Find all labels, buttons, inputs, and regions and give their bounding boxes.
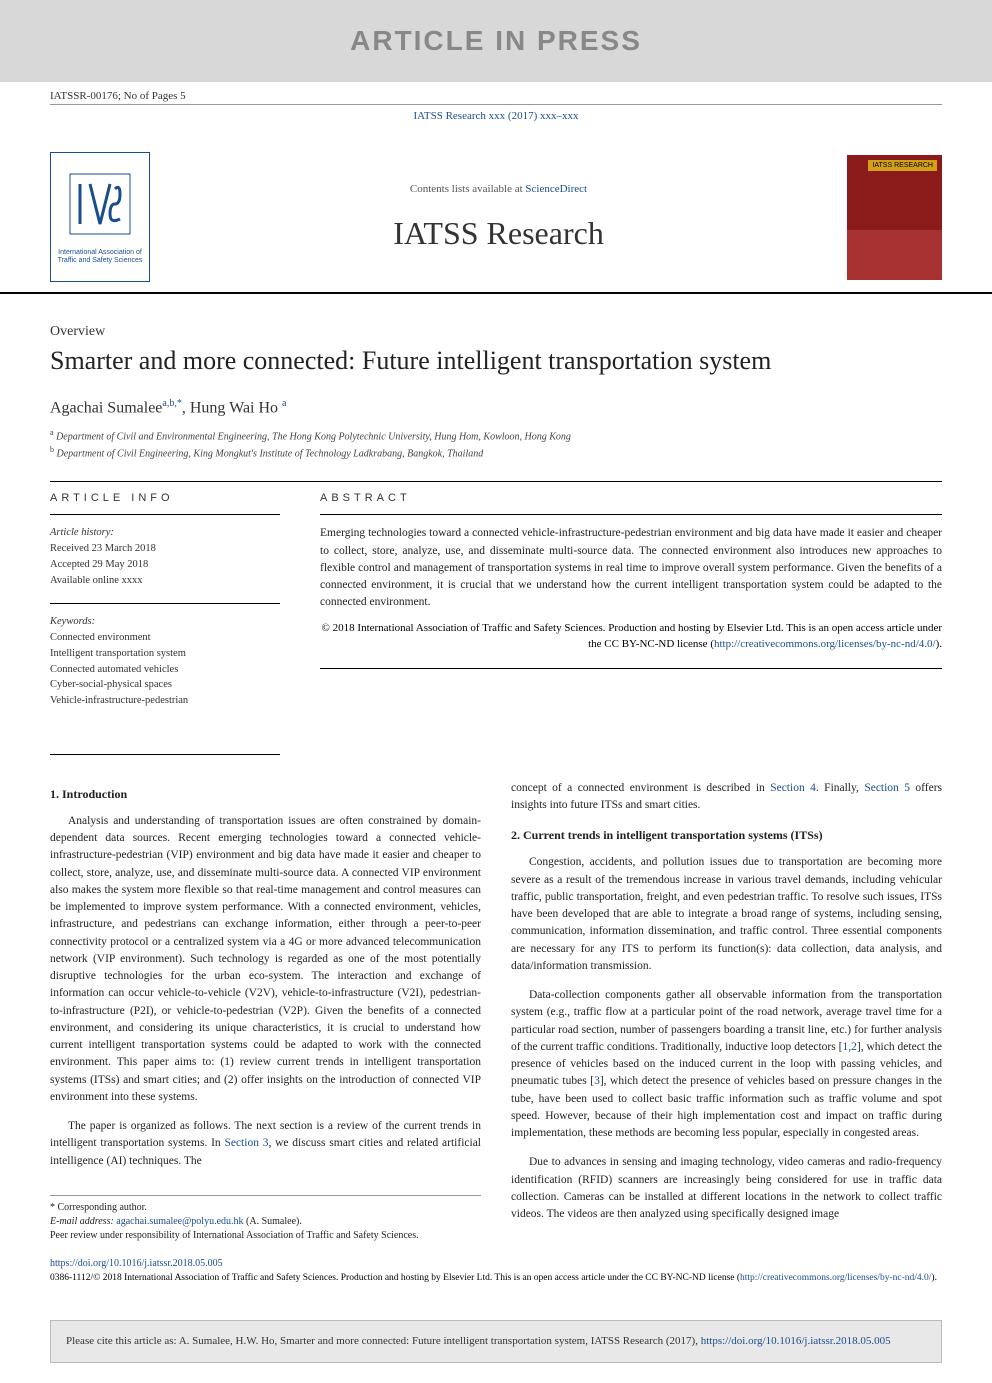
contents-prefix: Contents lists available at bbox=[410, 183, 525, 195]
p2c-text: concept of a connected environment is de… bbox=[511, 782, 770, 794]
divider bbox=[50, 514, 280, 515]
keyword: Connected automated vehicles bbox=[50, 662, 280, 678]
section-1-heading: 1. Introduction bbox=[50, 785, 481, 803]
author-email-link[interactable]: agachai.sumalee@polyu.edu.hk bbox=[116, 1216, 243, 1227]
history-label: Article history: bbox=[50, 525, 280, 541]
available-date: Available online xxxx bbox=[50, 573, 280, 589]
citation-box: Please cite this article as: A. Sumalee,… bbox=[50, 1320, 942, 1363]
bottom-copy-a: 0386-1112/© 2018 International Associati… bbox=[50, 1273, 740, 1283]
keywords-block: Keywords: Connected environment Intellig… bbox=[50, 614, 280, 709]
keywords-label: Keywords: bbox=[50, 614, 280, 630]
publisher-logo: International Association of Traffic and… bbox=[50, 152, 150, 282]
section-3-link[interactable]: Section 3 bbox=[224, 1137, 268, 1149]
email-suffix: (A. Sumalee). bbox=[244, 1216, 302, 1227]
sciencedirect-link[interactable]: ScienceDirect bbox=[525, 183, 587, 195]
article-body: Overview Smarter and more connected: Fut… bbox=[0, 294, 992, 1305]
divider bbox=[50, 481, 942, 482]
peer-review-note: Peer review under responsibility of Inte… bbox=[50, 1229, 481, 1243]
info-abstract-row: ARTICLE INFO Article history: Received 2… bbox=[50, 492, 942, 724]
keyword: Intelligent transportation system bbox=[50, 646, 280, 662]
journal-name: IATSS Research bbox=[150, 215, 847, 252]
s2-p3: Due to advances in sensing and imaging t… bbox=[511, 1154, 942, 1223]
email-label: E-mail address: bbox=[50, 1216, 116, 1227]
article-history: Article history: Received 23 March 2018 … bbox=[50, 525, 280, 588]
author-1: Agachai Sumalee bbox=[50, 399, 162, 416]
email-line: E-mail address: agachai.sumalee@polyu.ed… bbox=[50, 1215, 481, 1229]
banner-text: ARTICLE IN PRESS bbox=[0, 25, 992, 57]
received-date: Received 23 March 2018 bbox=[50, 541, 280, 557]
journal-cover: IATSS RESEARCH bbox=[847, 155, 942, 280]
document-id: IATSSR-00176; No of Pages 5 bbox=[0, 82, 992, 104]
affiliation-b: b Department of Civil Engineering, King … bbox=[50, 444, 942, 461]
journal-header: International Association of Traffic and… bbox=[0, 137, 992, 294]
journal-center: Contents lists available at ScienceDirec… bbox=[150, 183, 847, 252]
aff-a-text: Department of Civil and Environmental En… bbox=[54, 431, 571, 442]
abstract-column: ABSTRACT Emerging technologies toward a … bbox=[320, 492, 942, 724]
divider bbox=[320, 514, 942, 515]
bottom-copyright: 0386-1112/© 2018 International Associati… bbox=[50, 1272, 942, 1285]
abstract-text: Emerging technologies toward a connected… bbox=[320, 525, 942, 611]
logo-org-text: International Association of Traffic and… bbox=[51, 249, 149, 264]
corresponding-author: * Corresponding author. bbox=[50, 1201, 481, 1215]
affiliation-a: a Department of Civil and Environmental … bbox=[50, 427, 942, 444]
author-2-sup: a bbox=[282, 398, 286, 409]
section-5-link[interactable]: Section 5 bbox=[864, 782, 910, 794]
divider bbox=[50, 603, 280, 604]
intro-p2: The paper is organized as follows. The n… bbox=[50, 1118, 481, 1170]
bottom-copy-b: ). bbox=[931, 1273, 937, 1283]
abstract-copyright: © 2018 International Association of Traf… bbox=[320, 620, 942, 653]
keyword: Cyber-social-physical spaces bbox=[50, 677, 280, 693]
s2-p2: Data-collection components gather all ob… bbox=[511, 987, 942, 1142]
article-info: ARTICLE INFO Article history: Received 2… bbox=[50, 492, 280, 724]
right-column: concept of a connected environment is de… bbox=[511, 780, 942, 1243]
left-column: 1. Introduction Analysis and understandi… bbox=[50, 780, 481, 1243]
authors: Agachai Sumaleea,b,*, Hung Wai Ho a bbox=[50, 398, 942, 417]
s2-p1: Congestion, accidents, and pollution iss… bbox=[511, 854, 942, 975]
keyword: Vehicle-infrastructure-pedestrian bbox=[50, 693, 280, 709]
divider bbox=[320, 668, 942, 669]
section-4-link[interactable]: Section 4 bbox=[770, 782, 816, 794]
author-2: , Hung Wai Ho bbox=[182, 399, 282, 416]
license-link[interactable]: http://creativecommons.org/licenses/by-n… bbox=[714, 638, 936, 650]
doi-link-line: https://doi.org/10.1016/j.iatssr.2018.05… bbox=[50, 1258, 942, 1269]
p2d-text: . Finally, bbox=[816, 782, 864, 794]
author-1-sup: a,b,* bbox=[162, 398, 181, 409]
keyword: Connected environment bbox=[50, 630, 280, 646]
accepted-date: Accepted 29 May 2018 bbox=[50, 557, 280, 573]
iatss-logo-icon bbox=[65, 169, 135, 249]
section-2-heading: 2. Current trends in intelligent transpo… bbox=[511, 826, 942, 844]
abstract-heading: ABSTRACT bbox=[320, 492, 942, 504]
affiliations: a Department of Civil and Environmental … bbox=[50, 427, 942, 462]
citation-top: IATSS Research xxx (2017) xxx–xxx bbox=[0, 105, 992, 137]
cite-doi-link[interactable]: https://doi.org/10.1016/j.iatssr.2018.05… bbox=[701, 1335, 891, 1347]
cover-label: IATSS RESEARCH bbox=[868, 160, 937, 171]
intro-p2-cont: concept of a connected environment is de… bbox=[511, 780, 942, 815]
intro-p1: Analysis and understanding of transporta… bbox=[50, 813, 481, 1106]
main-text-columns: 1. Introduction Analysis and understandi… bbox=[50, 780, 942, 1243]
article-info-heading: ARTICLE INFO bbox=[50, 492, 280, 504]
contents-available: Contents lists available at ScienceDirec… bbox=[150, 183, 847, 195]
aff-b-text: Department of Civil Engineering, King Mo… bbox=[54, 448, 483, 459]
divider bbox=[50, 754, 280, 755]
footer-notes: * Corresponding author. E-mail address: … bbox=[50, 1195, 481, 1243]
cc-license-link[interactable]: http://creativecommons.org/licenses/by-n… bbox=[740, 1273, 931, 1283]
article-type: Overview bbox=[50, 324, 942, 340]
ref-1-2-link[interactable]: 1,2 bbox=[842, 1041, 856, 1053]
cite-text: Please cite this article as: A. Sumalee,… bbox=[66, 1335, 701, 1347]
copyright-suffix: ). bbox=[936, 638, 942, 650]
article-title: Smarter and more connected: Future intel… bbox=[50, 345, 942, 378]
doi-link[interactable]: https://doi.org/10.1016/j.iatssr.2018.05… bbox=[50, 1258, 223, 1269]
in-press-banner: ARTICLE IN PRESS bbox=[0, 0, 992, 82]
